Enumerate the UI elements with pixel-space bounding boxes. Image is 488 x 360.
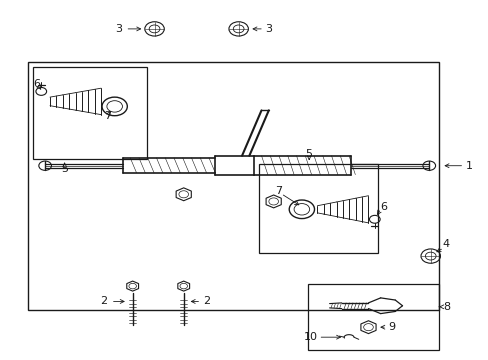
- Bar: [307, 284, 438, 350]
- Text: 5: 5: [305, 149, 312, 159]
- Text: 6: 6: [380, 202, 387, 212]
- Text: 1: 1: [465, 161, 472, 171]
- Text: 7: 7: [103, 111, 111, 121]
- Text: 2: 2: [100, 296, 107, 306]
- Text: 4: 4: [442, 239, 449, 249]
- Text: 3: 3: [115, 24, 122, 34]
- Text: 5: 5: [61, 164, 68, 174]
- Text: 9: 9: [387, 322, 394, 332]
- Bar: [33, 67, 147, 158]
- Text: 10: 10: [303, 332, 317, 342]
- Text: 2: 2: [202, 296, 209, 306]
- Bar: [28, 62, 438, 310]
- Text: 8: 8: [442, 302, 449, 312]
- Text: 7: 7: [275, 186, 282, 197]
- Text: 6: 6: [33, 79, 41, 89]
- Text: 3: 3: [265, 24, 272, 34]
- Bar: [259, 164, 377, 253]
